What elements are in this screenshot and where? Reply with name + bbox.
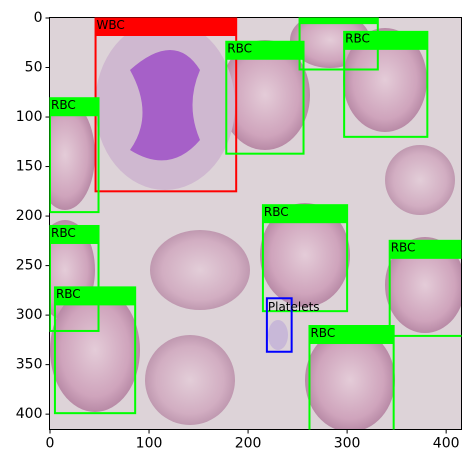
bounding-box xyxy=(265,297,293,353)
micrograph xyxy=(49,17,462,430)
x-tick-label: 300 xyxy=(334,436,361,452)
box-label: RBC xyxy=(51,98,76,112)
y-tick-label: 350 xyxy=(16,357,43,373)
label-background xyxy=(226,41,304,60)
axes-frame xyxy=(49,17,462,430)
y-tick-label: 50 xyxy=(25,60,43,76)
box-label: RBC xyxy=(56,287,81,301)
label-background xyxy=(299,17,378,25)
label-background xyxy=(309,326,394,345)
label-background xyxy=(54,287,136,306)
x-tick-label: 0 xyxy=(46,436,55,452)
box-label: RBC xyxy=(51,226,76,240)
y-tick-label: 100 xyxy=(16,109,43,125)
label-background xyxy=(344,31,428,50)
box-label: RBC xyxy=(227,42,252,56)
box-label: RBC xyxy=(301,6,326,20)
y-tick-label: 200 xyxy=(16,208,43,224)
label-background xyxy=(389,240,462,259)
x-tick-label: 400 xyxy=(433,436,460,452)
x-tick-label: 200 xyxy=(235,436,262,452)
label-background xyxy=(49,225,99,244)
label-background xyxy=(95,17,237,36)
label-background xyxy=(49,98,99,117)
box-label: RBC xyxy=(264,205,289,219)
box-label: RBC xyxy=(345,32,370,46)
detections: WBC RBC RBC RBC RBC RBC RBC RBC RBC RBC Platelets xyxy=(49,6,462,430)
box-label: RBC xyxy=(391,241,416,255)
x-tick-label: 100 xyxy=(136,436,163,452)
y-tick-label: 250 xyxy=(16,258,43,274)
y-tick-label: 0 xyxy=(34,10,43,26)
y-tick-label: 400 xyxy=(16,406,43,422)
box-label: Platelets xyxy=(268,300,320,314)
box-label: RBC xyxy=(310,326,335,340)
y-tick-label: 150 xyxy=(16,159,43,175)
box-label: WBC xyxy=(97,18,125,32)
y-tick-label: 300 xyxy=(16,307,43,323)
label-background xyxy=(262,205,348,224)
